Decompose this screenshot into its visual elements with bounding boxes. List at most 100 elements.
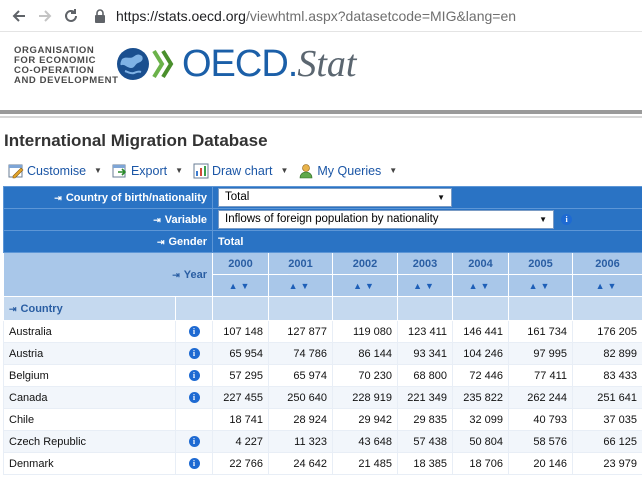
row-info-cell: i (175, 364, 213, 387)
value-cell: 262 244 (508, 386, 573, 409)
info-icon[interactable]: i (188, 326, 200, 338)
sort-arrows-icon[interactable]: ▲▼ (212, 274, 269, 297)
value-cell: 18 741 (212, 408, 269, 431)
row-info-cell: i (175, 342, 213, 365)
dim-country-cell: Total ▼ (212, 186, 642, 209)
customise-label: Customise (27, 163, 87, 178)
sort-arrows-icon[interactable]: ▲▼ (452, 274, 509, 297)
value-cell: 176 205 (572, 320, 642, 343)
info-icon[interactable]: i (188, 348, 200, 360)
arrow-right-icon[interactable] (32, 3, 58, 29)
year-header[interactable]: 2005 (508, 252, 573, 275)
value-cell: 161 734 (508, 320, 573, 343)
site-header: ORGANISATION FOR ECONOMIC CO-OPERATION A… (0, 32, 642, 110)
country-name[interactable]: Czech Republic (3, 430, 176, 453)
value-cell: 104 246 (452, 342, 509, 365)
sort-arrows-icon[interactable]: ▲▼ (572, 274, 642, 297)
export-menu[interactable]: Export ▼ (112, 163, 183, 179)
variable-select[interactable]: Inflows of foreign population by nationa… (218, 210, 554, 229)
value-cell: 68 800 (397, 364, 453, 387)
value-cell: 127 877 (268, 320, 333, 343)
address-bar[interactable]: https://stats.oecd.org/viewhtml.aspx?dat… (94, 8, 516, 24)
year-header[interactable]: 2000 (212, 252, 269, 275)
value-cell: 21 485 (332, 452, 398, 475)
info-icon[interactable]: i (188, 370, 200, 382)
sort-arrows-icon[interactable]: ▲▼ (508, 274, 573, 297)
year-row: ⇥ Year 2000 2001 2002 2003 2004 2005 2006 (3, 252, 642, 297)
country-name[interactable]: Belgium (3, 364, 176, 387)
chevron-down-icon: ▼ (437, 193, 445, 202)
dim-row-country: ⇥ Country of birth/nationality Total ▼ (3, 186, 642, 209)
arrow-left-icon[interactable] (6, 3, 32, 29)
value-cell: 28 924 (268, 408, 333, 431)
country-name[interactable]: Denmark (3, 452, 176, 475)
country-dimension-label[interactable]: ⇥ Country (3, 296, 176, 321)
my-queries-menu[interactable]: My Queries ▼ (298, 163, 397, 179)
dim-gender-value: Total (212, 230, 642, 253)
country-name[interactable]: Canada (3, 386, 176, 409)
value-cell: 146 441 (452, 320, 509, 343)
info-icon[interactable]: i (188, 458, 200, 470)
pin-arrow-icon: ⇥ (153, 214, 161, 225)
globe-icon (117, 48, 149, 80)
customise-menu[interactable]: Customise ▼ (8, 163, 102, 179)
dim-row-variable: ⇥ Variable Inflows of foreign population … (3, 208, 642, 231)
header-divider-thin (0, 116, 642, 118)
value-cell: 227 455 (212, 386, 269, 409)
row-info-cell: i (175, 452, 213, 475)
customise-icon (8, 164, 24, 178)
year-header[interactable]: 2001 (268, 252, 333, 275)
page-title: International Migration Database (4, 131, 268, 150)
sort-arrows-icon[interactable]: ▲▼ (332, 274, 398, 297)
org-line: ORGANISATION (14, 45, 95, 56)
year-header[interactable]: 2003 (397, 252, 453, 275)
value-cell: 4 227 (212, 430, 269, 453)
table-row: Czech Republic i 4 227 11 323 43 648 57 438 50… (3, 430, 642, 453)
header-spacer (397, 296, 453, 321)
info-icon[interactable]: i (188, 392, 200, 404)
header-spacer (212, 296, 269, 321)
value-cell: 86 144 (332, 342, 398, 365)
country-name[interactable]: Australia (3, 320, 176, 343)
country-name[interactable]: Austria (3, 342, 176, 365)
browser-toolbar: https://stats.oecd.org/viewhtml.aspx?dat… (0, 0, 642, 32)
year-header[interactable]: 2004 (452, 252, 509, 275)
value-cell: 228 919 (332, 386, 398, 409)
year-header[interactable]: 2006 (572, 252, 642, 275)
value-cell: 43 648 (332, 430, 398, 453)
chevron-down-icon: ▼ (389, 166, 398, 175)
value-cell: 57 438 (397, 430, 453, 453)
header-spacer (452, 296, 509, 321)
brand-logo[interactable]: OECD.Stat (182, 42, 356, 86)
url-path: /viewhtml.aspx?datasetcode=MIG&lang=en (245, 7, 517, 24)
value-cell: 11 323 (268, 430, 333, 453)
org-line: FOR ECONOMIC (14, 55, 97, 66)
country-select[interactable]: Total ▼ (218, 188, 452, 207)
year-header[interactable]: 2002 (332, 252, 398, 275)
dim-gender-label[interactable]: ⇥ Gender (3, 230, 213, 253)
sort-arrows-icon[interactable]: ▲▼ (268, 274, 333, 297)
draw-chart-menu[interactable]: Draw chart ▼ (193, 163, 288, 179)
country-name[interactable]: Chile (3, 408, 176, 431)
info-icon[interactable]: i (561, 214, 573, 225)
header-spacer (572, 296, 642, 321)
row-info-cell (175, 408, 213, 431)
value-cell: 58 576 (508, 430, 573, 453)
value-cell: 65 974 (268, 364, 333, 387)
header-divider (0, 110, 642, 114)
table-row: Australia i 107 148 127 877 119 080 123 411 14… (3, 320, 642, 343)
year-dimension-label[interactable]: ⇥ Year (3, 252, 213, 297)
info-icon[interactable]: i (188, 436, 200, 448)
value-cell: 251 641 (572, 386, 642, 409)
value-cell: 40 793 (508, 408, 573, 431)
sort-arrows-icon[interactable]: ▲▼ (397, 274, 453, 297)
value-cell: 221 349 (397, 386, 453, 409)
dim-variable-label[interactable]: ⇥ Variable (3, 208, 213, 231)
org-name: ORGANISATION FOR ECONOMIC CO-OPERATION A… (14, 46, 119, 86)
brand-sub: Stat (297, 43, 357, 85)
value-cell: 20 146 (508, 452, 573, 475)
org-line: AND DEVELOPMENT (14, 75, 119, 86)
value-cell: 32 099 (452, 408, 509, 431)
dim-country-label[interactable]: ⇥ Country of birth/nationality (3, 186, 213, 209)
reload-icon[interactable] (58, 3, 84, 29)
